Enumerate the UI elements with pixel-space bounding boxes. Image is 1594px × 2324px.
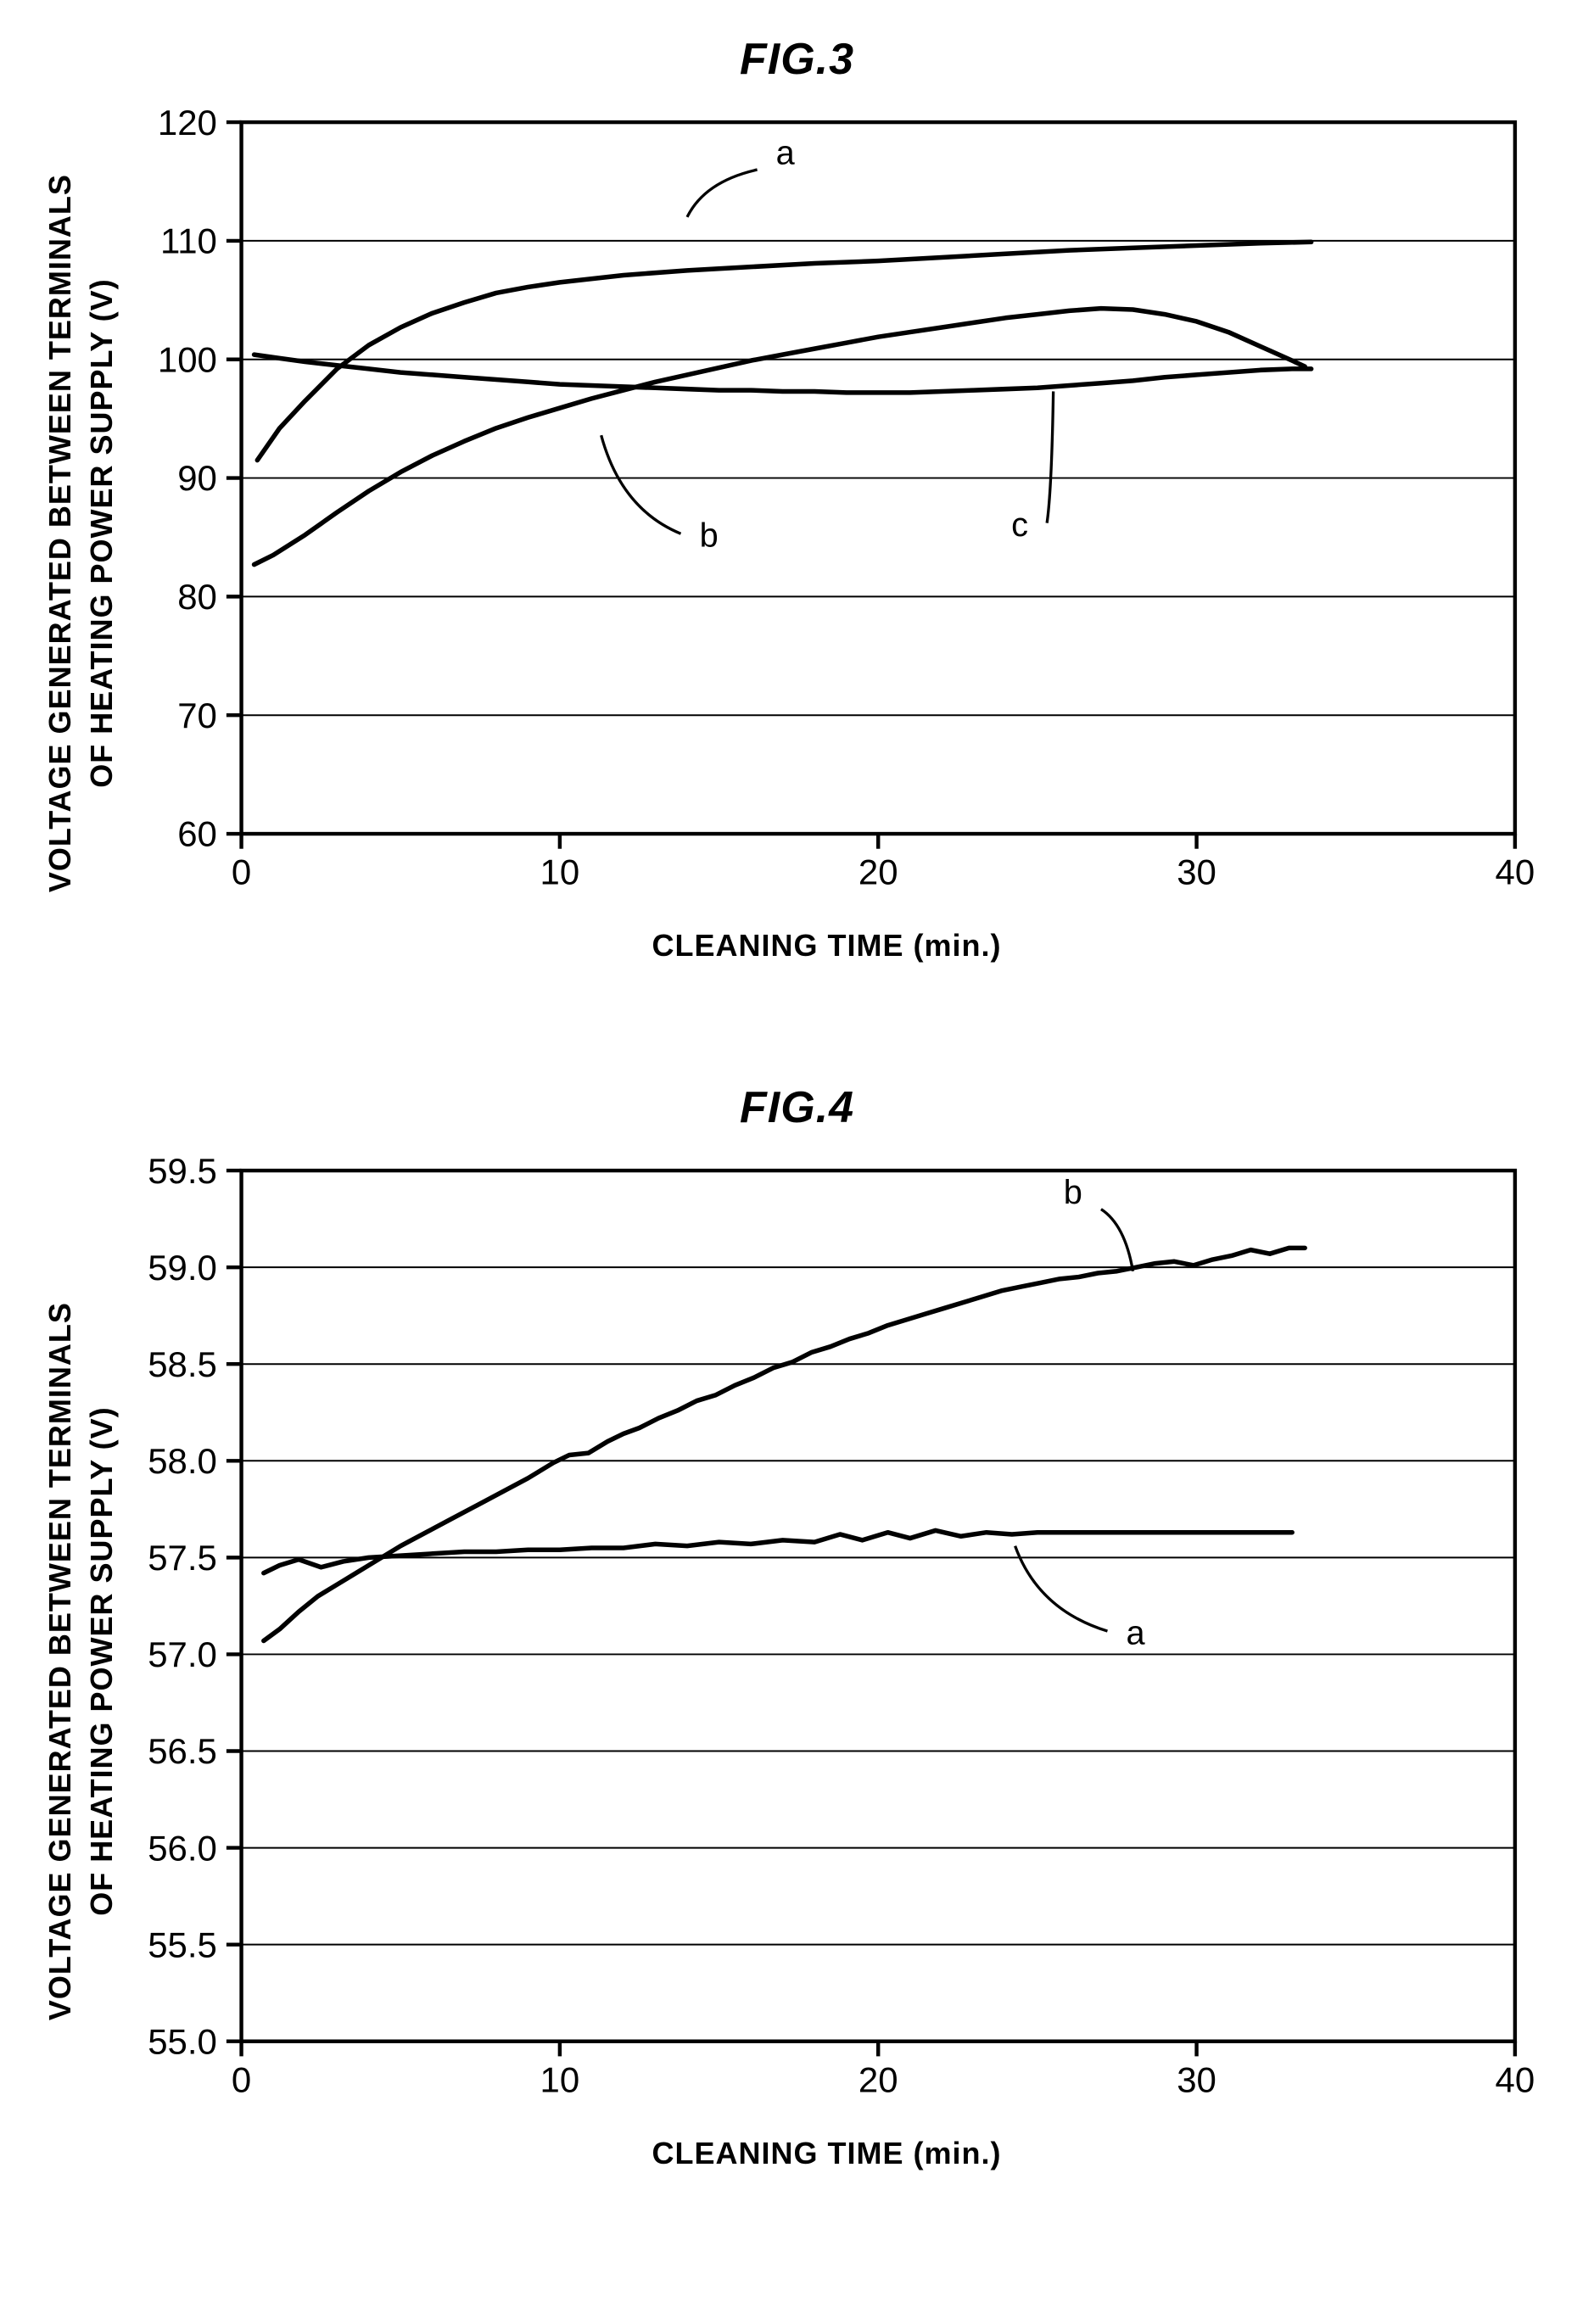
x-tick-label: 30 [1177,2059,1216,2099]
fig4-ylabel: VOLTAGE GENERATED BETWEEN TERMINALS OF H… [39,1302,121,2020]
x-tick-label: 40 [1496,852,1535,892]
series-c [254,355,1312,393]
y-tick-label: 90 [177,458,217,498]
y-tick-label: 59.0 [148,1248,217,1288]
x-tick-label: 10 [540,2059,580,2099]
series-b-leader [601,435,681,534]
y-tick-label: 70 [177,696,217,735]
y-tick-label: 100 [158,339,217,379]
fig4-title: FIG.4 [51,1082,1543,1133]
y-tick-label: 55.5 [148,1925,217,1964]
fig3-block: FIG.3 VOLTAGE GENERATED BETWEEN TERMINAL… [51,34,1543,964]
fig3-plot-column: a b c 0 10 20 30 40 60 70 80 90 100 110 120 CLEANING T… [110,103,1543,964]
fig3-ylabel-wrap: VOLTAGE GENERATED BETWEEN TERMINALS OF H… [51,103,110,964]
x-tick-label: 20 [859,2059,898,2099]
x-tick-label: 20 [859,852,898,892]
series-c-label: c [1011,506,1028,544]
y-tick-label: 60 [177,814,217,854]
x-tick-label: 40 [1496,2059,1535,2099]
y-tick-label: 56.0 [148,1828,217,1868]
fig4-block: FIG.4 VOLTAGE GENERATED BETWEEN TERMINAL… [51,1082,1543,2171]
x-tick-label: 0 [232,852,251,892]
fig3-xlabel: CLEANING TIME (min.) [110,928,1543,964]
x-tick-label: 0 [232,2059,251,2099]
fig3-title: FIG.3 [51,34,1543,85]
fig3-ylabel: VOLTAGE GENERATED BETWEEN TERMINALS OF H… [39,174,121,892]
fig4-plot-column: a b 0 10 20 30 40 55.0 55.5 56.0 56.5 57.0 57.5 58.0 5… [110,1152,1543,2171]
series-a-leader [687,170,758,217]
series-b-label: b [700,517,719,555]
y-tick-label: 58.0 [148,1441,217,1481]
fig4-ylabel-line2: OF HEATING POWER SUPPLY (V) [83,1407,118,1916]
y-tick-label: 55.0 [148,2021,217,2061]
series-b [254,309,1306,565]
series-a-label: a [776,134,796,171]
fig4-ylabel-line1: VOLTAGE GENERATED BETWEEN TERMINALS [42,1302,76,2020]
y-tick-label: 57.0 [148,1634,217,1674]
fig4-xlabel: CLEANING TIME (min.) [110,2136,1543,2171]
fig4-stage: VOLTAGE GENERATED BETWEEN TERMINALS OF H… [51,1152,1543,2171]
x-tick-label: 30 [1177,852,1216,892]
series-a-label: a [1127,1615,1146,1652]
y-tick-label: 56.5 [148,1731,217,1771]
series-b-label: b [1064,1174,1082,1211]
series-b-leader [1101,1209,1133,1271]
fig3-ylabel-line2: OF HEATING POWER SUPPLY (V) [83,279,118,788]
y-tick-label: 57.5 [148,1538,217,1578]
fig3-stage: VOLTAGE GENERATED BETWEEN TERMINALS OF H… [51,103,1543,964]
series-a [257,242,1311,460]
series-c-leader [1047,391,1054,522]
y-tick-label: 110 [160,221,217,261]
x-tick-label: 10 [540,852,580,892]
fig3-plot: a b c 0 10 20 30 40 60 70 80 90 100 110 120 [110,103,1543,914]
y-tick-label: 59.5 [148,1152,217,1191]
axis-frame [242,1170,1515,2042]
fig3-ylabel-line1: VOLTAGE GENERATED BETWEEN TERMINALS [42,174,76,892]
fig4-ylabel-wrap: VOLTAGE GENERATED BETWEEN TERMINALS OF H… [51,1152,110,2171]
y-tick-label: 120 [158,103,217,142]
fig4-plot: a b 0 10 20 30 40 55.0 55.5 56.0 56.5 57.0 57.5 58.0 5… [110,1152,1543,2122]
series-b [264,1248,1305,1640]
y-tick-label: 80 [177,577,217,617]
y-tick-label: 58.5 [148,1344,217,1384]
series-a-leader [1015,1546,1108,1631]
